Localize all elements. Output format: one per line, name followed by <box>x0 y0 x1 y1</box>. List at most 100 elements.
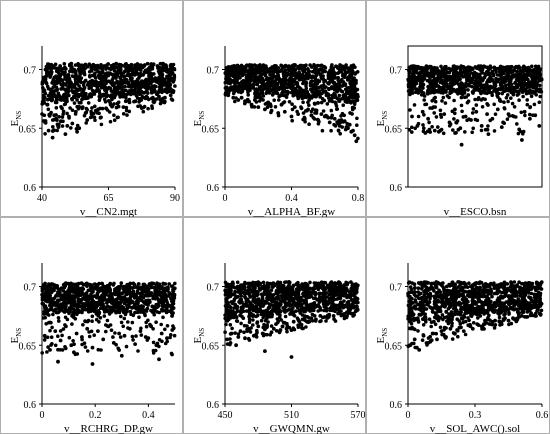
data-point <box>155 80 159 84</box>
data-point <box>333 101 337 105</box>
data-point <box>147 288 151 292</box>
data-point <box>313 68 317 72</box>
data-point <box>95 296 99 300</box>
data-point <box>224 66 228 70</box>
data-point <box>346 70 350 74</box>
data-point <box>422 126 426 130</box>
data-point <box>410 115 414 119</box>
data-point <box>420 93 424 97</box>
data-point <box>81 105 85 109</box>
data-point <box>454 131 458 135</box>
data-point <box>134 334 138 338</box>
data-point <box>50 94 54 98</box>
data-point <box>72 302 76 306</box>
data-point <box>517 132 521 136</box>
data-point <box>316 101 320 105</box>
data-point <box>114 311 118 315</box>
data-point <box>60 72 64 76</box>
data-point <box>429 85 433 89</box>
data-point <box>473 75 477 79</box>
data-point <box>101 306 105 310</box>
data-point <box>452 89 456 93</box>
data-point <box>470 131 474 135</box>
data-point <box>124 99 128 103</box>
data-point <box>166 288 170 292</box>
data-point <box>90 283 94 287</box>
data-point <box>477 96 481 100</box>
data-point <box>439 109 443 113</box>
data-point <box>75 332 79 336</box>
data-point <box>255 87 259 91</box>
data-point <box>125 309 129 313</box>
data-point <box>421 110 425 114</box>
data-point <box>80 282 84 286</box>
data-point <box>304 84 308 88</box>
data-point <box>232 85 236 89</box>
data-point <box>330 79 334 83</box>
data-point <box>146 87 150 91</box>
data-point <box>444 101 448 105</box>
data-point <box>54 344 58 348</box>
data-point <box>53 329 57 333</box>
data-point <box>328 121 332 125</box>
data-point <box>337 129 341 133</box>
data-point <box>105 71 109 75</box>
data-point <box>153 89 157 93</box>
data-point <box>123 334 127 338</box>
data-point <box>340 78 344 82</box>
data-point <box>328 69 332 73</box>
data-point <box>104 106 108 110</box>
data-point <box>119 295 123 299</box>
y-tick-label: 0.65 <box>202 124 220 135</box>
data-point <box>117 292 121 296</box>
data-point <box>41 289 45 293</box>
data-point <box>54 63 58 67</box>
data-point <box>489 66 493 70</box>
data-point <box>346 76 350 80</box>
data-point <box>64 308 68 312</box>
data-point <box>309 84 313 88</box>
data-point <box>236 98 240 102</box>
data-point <box>65 112 69 116</box>
data-point <box>500 125 504 129</box>
data-point <box>493 85 497 89</box>
data-point <box>43 334 47 338</box>
data-point <box>50 326 54 330</box>
data-point <box>166 324 170 328</box>
data-point <box>137 282 141 286</box>
data-point <box>166 76 170 80</box>
data-point <box>137 67 141 71</box>
data-point <box>119 335 123 339</box>
data-point <box>99 116 103 120</box>
dense-point-band <box>40 281 177 314</box>
data-point <box>62 302 66 306</box>
data-point <box>157 357 161 361</box>
data-point <box>47 297 51 301</box>
data-point <box>276 69 280 73</box>
data-point <box>316 118 320 122</box>
data-point <box>275 77 279 81</box>
x-tick-label: 65 <box>104 193 114 204</box>
data-point <box>87 81 91 85</box>
data-point <box>296 97 300 101</box>
data-point <box>170 328 174 332</box>
data-point <box>467 99 471 103</box>
scatter-plot-gwqmn: 0.60.650.7450 510 570ENSv__GWQMN.gw <box>183 217 366 434</box>
data-point <box>63 62 67 66</box>
data-point <box>496 73 500 77</box>
data-point <box>345 125 349 129</box>
data-point <box>436 125 440 129</box>
data-point <box>415 78 419 82</box>
data-point <box>409 82 413 86</box>
data-point <box>69 62 73 66</box>
data-point <box>154 320 158 324</box>
data-point <box>55 101 59 105</box>
data-point <box>144 335 148 339</box>
data-point <box>70 322 74 326</box>
data-point <box>307 103 311 107</box>
data-point <box>151 97 155 101</box>
data-point <box>77 77 81 81</box>
data-point <box>258 87 262 91</box>
data-point <box>69 343 73 347</box>
